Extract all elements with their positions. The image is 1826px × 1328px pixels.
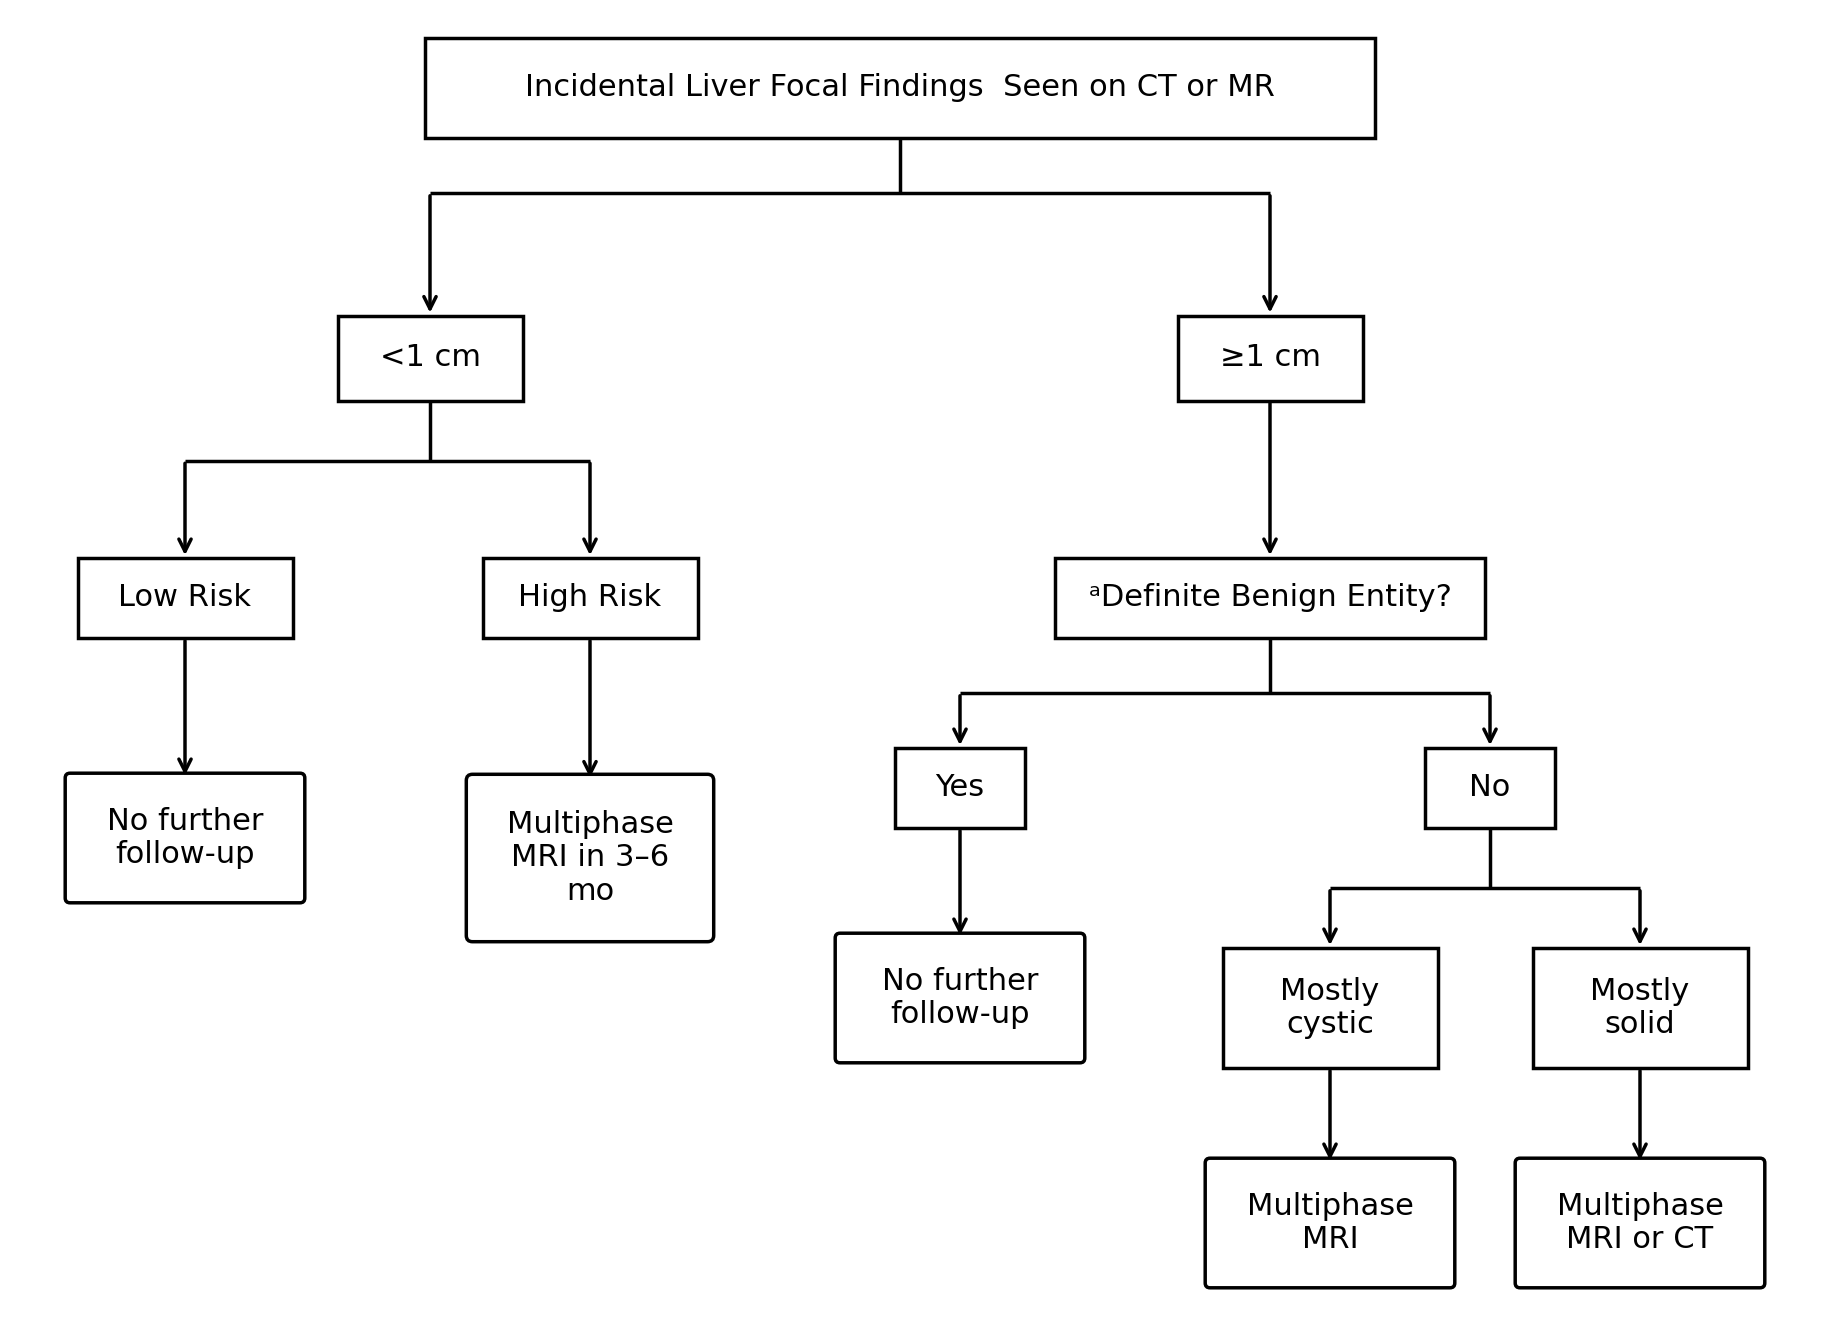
Text: Multiphase
MRI or CT: Multiphase MRI or CT (1556, 1191, 1724, 1255)
FancyBboxPatch shape (77, 558, 292, 637)
FancyBboxPatch shape (1205, 1158, 1455, 1288)
Text: Mostly
solid: Mostly solid (1590, 976, 1689, 1040)
Text: Incidental Liver Focal Findings  Seen on CT or MR: Incidental Liver Focal Findings Seen on … (526, 73, 1275, 102)
FancyBboxPatch shape (66, 773, 305, 903)
Text: Yes: Yes (935, 773, 984, 802)
Text: Multiphase
MRI in 3–6
mo: Multiphase MRI in 3–6 mo (506, 810, 674, 906)
FancyBboxPatch shape (466, 774, 714, 942)
FancyBboxPatch shape (895, 748, 1024, 827)
FancyBboxPatch shape (834, 934, 1085, 1062)
FancyBboxPatch shape (482, 558, 698, 637)
Text: Low Risk: Low Risk (119, 583, 252, 612)
FancyBboxPatch shape (425, 39, 1375, 138)
Text: <1 cm: <1 cm (380, 344, 480, 372)
Text: Multiphase
MRI: Multiphase MRI (1247, 1191, 1413, 1255)
Text: No further
follow-up: No further follow-up (882, 967, 1039, 1029)
Text: High Risk: High Risk (519, 583, 661, 612)
FancyBboxPatch shape (1532, 948, 1747, 1068)
FancyBboxPatch shape (1055, 558, 1485, 637)
Text: ≥1 cm: ≥1 cm (1220, 344, 1320, 372)
FancyBboxPatch shape (338, 316, 522, 401)
FancyBboxPatch shape (1222, 948, 1437, 1068)
Text: No further
follow-up: No further follow-up (106, 806, 263, 870)
Text: ᵃDefinite Benign Entity?: ᵃDefinite Benign Entity? (1088, 583, 1452, 612)
FancyBboxPatch shape (1516, 1158, 1764, 1288)
Text: No: No (1470, 773, 1510, 802)
FancyBboxPatch shape (1178, 316, 1362, 401)
FancyBboxPatch shape (1424, 748, 1556, 827)
Text: Mostly
cystic: Mostly cystic (1280, 976, 1380, 1040)
